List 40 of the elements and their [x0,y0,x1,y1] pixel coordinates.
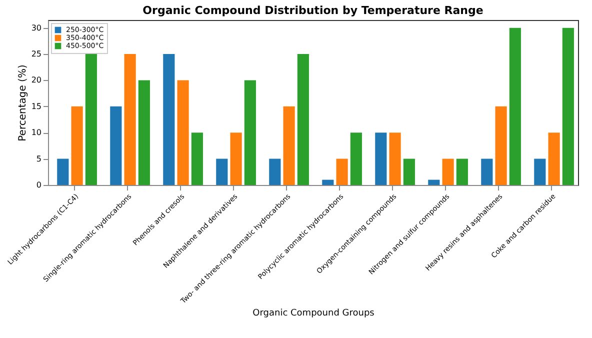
bar [442,158,454,185]
bar [85,54,97,185]
bar [57,158,69,185]
bar [283,106,295,185]
y-tick-label: 20 [31,76,42,85]
bar [244,80,256,185]
bar [403,158,415,185]
bar [216,158,228,185]
bar [495,106,507,185]
y-tick-label: 5 [36,154,42,164]
y-tick-label: 30 [31,23,42,32]
bar [124,54,136,185]
bar [297,54,309,185]
bar [375,132,387,185]
bar [110,106,122,185]
y-tick-label: 15 [31,102,42,111]
bar [350,132,362,185]
bar [428,180,440,185]
bar [562,28,574,185]
y-axis-title: Percentage (%) [17,64,28,142]
bar [138,80,150,185]
y-tick-label: 0 [36,180,42,190]
bar [548,132,560,185]
y-tick-label: 10 [31,128,42,138]
bar [481,158,493,185]
bar [177,80,189,185]
bar [163,54,175,185]
bar [322,180,334,185]
bar [230,132,242,185]
bar [191,132,203,185]
bar [389,132,401,185]
bar [269,158,281,185]
bar [534,158,546,185]
x-axis-title: Organic Compound Groups [252,308,375,319]
chart-title: Organic Compound Distribution by Temperature Range [142,4,484,17]
bar [456,158,468,185]
bar [336,158,348,185]
bar [71,106,83,185]
bar [509,28,521,185]
y-tick-label: 25 [31,50,42,59]
